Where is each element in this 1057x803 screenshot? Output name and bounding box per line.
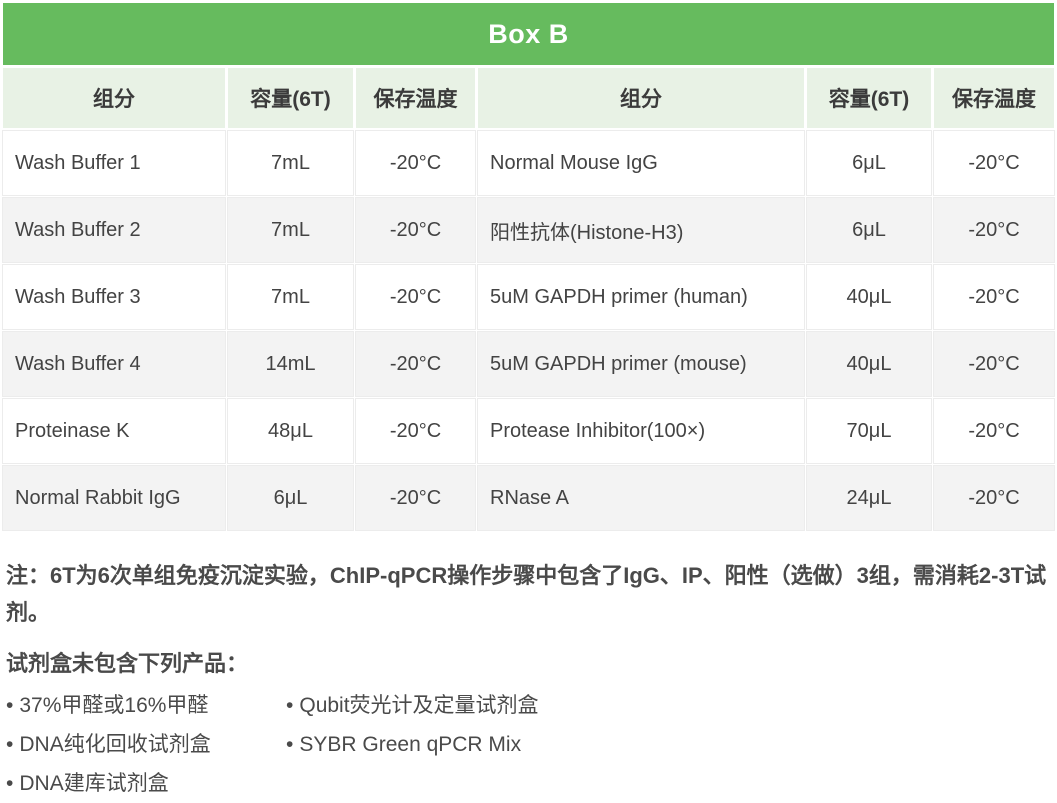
bullet-icon: •	[6, 693, 14, 717]
cell-volume: 7mL	[228, 198, 353, 262]
cell-volume: 24μL	[807, 466, 931, 530]
cell-component: Proteinase K	[3, 399, 225, 463]
excluded-products-heading: 试剂盒未包含下列产品：	[6, 650, 249, 676]
excluded-item: • SYBR Green qPCR Mix	[286, 725, 539, 764]
notes-section: 注：6T为6次单组免疫沉淀实验，ChIP-qPCR操作步骤中包含了IgG、IP、…	[0, 533, 1057, 803]
cell-component: Normal Mouse IgG	[478, 131, 804, 195]
cell-component: RNase A	[478, 466, 804, 530]
cell-temp: -20°C	[356, 265, 475, 329]
cell-component: Wash Buffer 4	[3, 332, 225, 396]
cell-temp: -20°C	[934, 131, 1055, 195]
table-title: Box B	[3, 3, 1055, 65]
table-row: Wash Buffer 3 7mL -20°C 5uM GAPDH primer (h…	[3, 265, 1055, 329]
table-row: Wash Buffer 4 14mL -20°C 5uM GAPDH primer (…	[3, 332, 1055, 396]
cell-temp: -20°C	[356, 131, 475, 195]
table-row: Proteinase K 48μL -20°C Protease Inhibitor(…	[3, 399, 1055, 463]
cell-temp: -20°C	[356, 466, 475, 530]
cell-component: Normal Rabbit IgG	[3, 466, 225, 530]
excluded-item: • Qubit荧光计及定量试剂盒	[286, 686, 539, 725]
cell-temp: -20°C	[934, 399, 1055, 463]
cell-volume: 14mL	[228, 332, 353, 396]
cell-volume: 40μL	[807, 265, 931, 329]
cell-temp: -20°C	[934, 265, 1055, 329]
cell-volume: 40μL	[807, 332, 931, 396]
box-b-table: Box B 组分 容量(6T) 保存温度 组分 容量(6T) 保存温度 Wash…	[3, 3, 1055, 530]
col-header-temp-right: 保存温度	[934, 68, 1055, 128]
col-header-component-right: 组分	[478, 68, 804, 128]
excluded-item: • DNA建库试剂盒	[6, 764, 286, 803]
cell-component: Wash Buffer 3	[3, 265, 225, 329]
excluded-col1: • 37%甲醛或16%甲醛 • DNA纯化回收试剂盒 • DNA建库试剂盒	[6, 686, 286, 803]
cell-volume: 6μL	[228, 466, 353, 530]
cell-temp: -20°C	[934, 466, 1055, 530]
col-header-component-left: 组分	[3, 68, 225, 128]
cell-volume: 70μL	[807, 399, 931, 463]
bullet-icon: •	[286, 732, 294, 756]
title-row: Box B	[3, 3, 1055, 65]
excluded-products-list: • 37%甲醛或16%甲醛 • DNA纯化回收试剂盒 • DNA建库试剂盒 • Qubit荧…	[6, 686, 1049, 803]
cell-temp: -20°C	[934, 332, 1055, 396]
cell-temp: -20°C	[356, 198, 475, 262]
column-header-row: 组分 容量(6T) 保存温度 组分 容量(6T) 保存温度	[3, 68, 1055, 128]
col-header-volume-right: 容量(6T)	[807, 68, 931, 128]
table-row: Normal Rabbit IgG 6μL -20°C RNase A 24μL -20°…	[3, 466, 1055, 530]
cell-component: Wash Buffer 1	[3, 131, 225, 195]
col-header-volume-left: 容量(6T)	[228, 68, 353, 128]
excluded-item-label: SYBR Green qPCR Mix	[299, 732, 522, 756]
cell-volume: 7mL	[228, 131, 353, 195]
bullet-icon: •	[6, 771, 14, 795]
col-header-temp-left: 保存温度	[356, 68, 475, 128]
cell-volume: 6μL	[807, 131, 931, 195]
table-body: Wash Buffer 1 7mL -20°C Normal Mouse IgG 6μL…	[3, 131, 1055, 530]
table-row: Wash Buffer 2 7mL -20°C 阳性抗体(Histone-H3) 6μL…	[3, 198, 1055, 262]
table-row: Wash Buffer 1 7mL -20°C Normal Mouse IgG 6μL…	[3, 131, 1055, 195]
bullet-icon: •	[6, 732, 14, 756]
cell-temp: -20°C	[356, 332, 475, 396]
cell-component: 阳性抗体(Histone-H3)	[478, 198, 804, 262]
cell-volume: 48μL	[228, 399, 353, 463]
usage-note: 注：6T为6次单组免疫沉淀实验，ChIP-qPCR操作步骤中包含了IgG、IP、…	[6, 563, 1047, 626]
cell-component: Protease Inhibitor(100×)	[478, 399, 804, 463]
cell-volume: 7mL	[228, 265, 353, 329]
excluded-item: • DNA纯化回收试剂盒	[6, 725, 286, 764]
excluded-item: • 37%甲醛或16%甲醛	[6, 686, 286, 725]
cell-temp: -20°C	[356, 399, 475, 463]
excluded-item-label: DNA纯化回收试剂盒	[19, 732, 211, 756]
cell-component: 5uM GAPDH primer (mouse)	[478, 332, 804, 396]
excluded-col2: • Qubit荧光计及定量试剂盒 • SYBR Green qPCR Mix	[286, 686, 539, 764]
cell-component: Wash Buffer 2	[3, 198, 225, 262]
excluded-item-label: DNA建库试剂盒	[19, 771, 169, 795]
cell-temp: -20°C	[934, 198, 1055, 262]
excluded-item-label: Qubit荧光计及定量试剂盒	[299, 693, 539, 717]
excluded-item-label: 37%甲醛或16%甲醛	[19, 693, 209, 717]
cell-volume: 6μL	[807, 198, 931, 262]
bullet-icon: •	[286, 693, 294, 717]
cell-component: 5uM GAPDH primer (human)	[478, 265, 804, 329]
